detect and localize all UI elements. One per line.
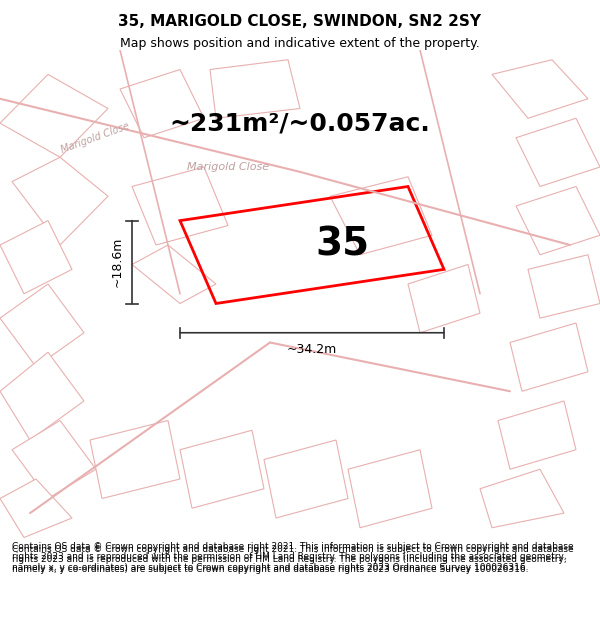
Text: 35, MARIGOLD CLOSE, SWINDON, SN2 2SY: 35, MARIGOLD CLOSE, SWINDON, SN2 2SY (119, 14, 482, 29)
Polygon shape (120, 69, 204, 138)
Text: 35: 35 (315, 226, 369, 264)
Text: ~34.2m: ~34.2m (287, 343, 337, 356)
Polygon shape (0, 74, 108, 158)
Polygon shape (498, 401, 576, 469)
Polygon shape (12, 158, 108, 245)
Polygon shape (0, 479, 72, 538)
Text: Marigold Close: Marigold Close (187, 162, 269, 172)
Text: Contains OS data © Crown copyright and database right 2021. This information is : Contains OS data © Crown copyright and d… (12, 542, 574, 572)
Polygon shape (12, 421, 96, 499)
Text: ~231m²/~0.057ac.: ~231m²/~0.057ac. (170, 111, 430, 135)
Polygon shape (480, 469, 564, 528)
Polygon shape (180, 430, 264, 508)
Polygon shape (0, 352, 84, 440)
Polygon shape (210, 60, 300, 118)
Text: ~18.6m: ~18.6m (110, 237, 124, 288)
Polygon shape (132, 245, 216, 304)
Polygon shape (330, 177, 432, 255)
Polygon shape (0, 221, 72, 294)
Polygon shape (264, 440, 348, 518)
Polygon shape (492, 60, 588, 118)
Text: Contains OS data © Crown copyright and database right 2021. This information is : Contains OS data © Crown copyright and d… (12, 544, 574, 574)
Text: Marigold Close: Marigold Close (60, 121, 131, 155)
Polygon shape (408, 264, 480, 332)
Polygon shape (348, 450, 432, 528)
Text: Map shows position and indicative extent of the property.: Map shows position and indicative extent… (120, 38, 480, 51)
Polygon shape (510, 323, 588, 391)
Polygon shape (90, 421, 180, 499)
Polygon shape (516, 118, 600, 186)
Polygon shape (516, 186, 600, 255)
Polygon shape (0, 284, 84, 367)
Polygon shape (132, 167, 228, 245)
Polygon shape (528, 255, 600, 318)
